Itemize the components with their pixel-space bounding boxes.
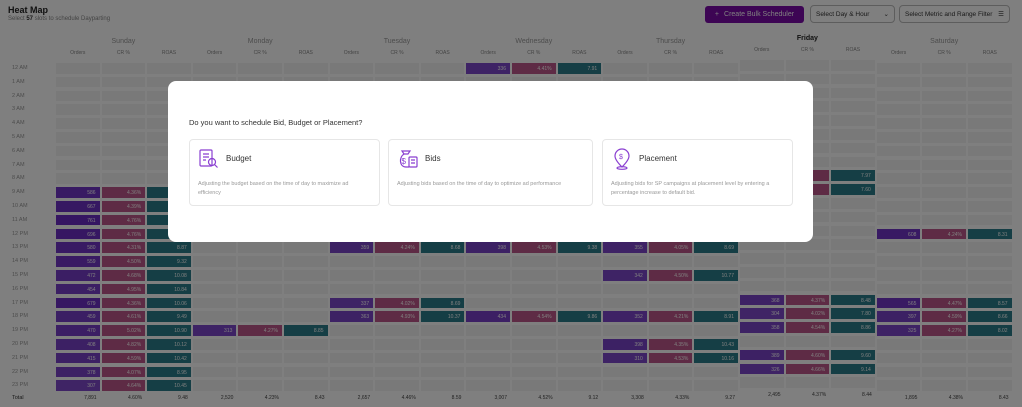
svg-text:$: $: [619, 154, 623, 161]
option-description: Adjusting bids for SP campaigns at place…: [611, 181, 770, 196]
option-description: Adjusting bids based on the time of day …: [397, 181, 562, 187]
option-name: Bids: [425, 154, 441, 163]
location-pin-dollar-icon: $: [614, 148, 630, 170]
option-placement[interactable]: $ Placement Adjusting bids for SP campai…: [602, 139, 793, 206]
option-bids[interactable]: $ Bids Adjusting bids based on the time …: [388, 139, 593, 206]
svg-text:$: $: [402, 157, 407, 166]
option-name: Budget: [226, 154, 252, 163]
option-budget[interactable]: Budget Adjusting the budget based on the…: [189, 139, 380, 206]
option-name: Placement: [639, 154, 677, 163]
option-description: Adjusting the budget based on the time o…: [198, 181, 349, 196]
modal-question: Do you want to schedule Bid, Budget or P…: [189, 118, 363, 127]
money-bag-calculator-icon: $: [399, 150, 418, 168]
budget-document-icon: [199, 149, 218, 168]
schedule-type-modal: Do you want to schedule Bid, Budget or P…: [168, 81, 813, 242]
